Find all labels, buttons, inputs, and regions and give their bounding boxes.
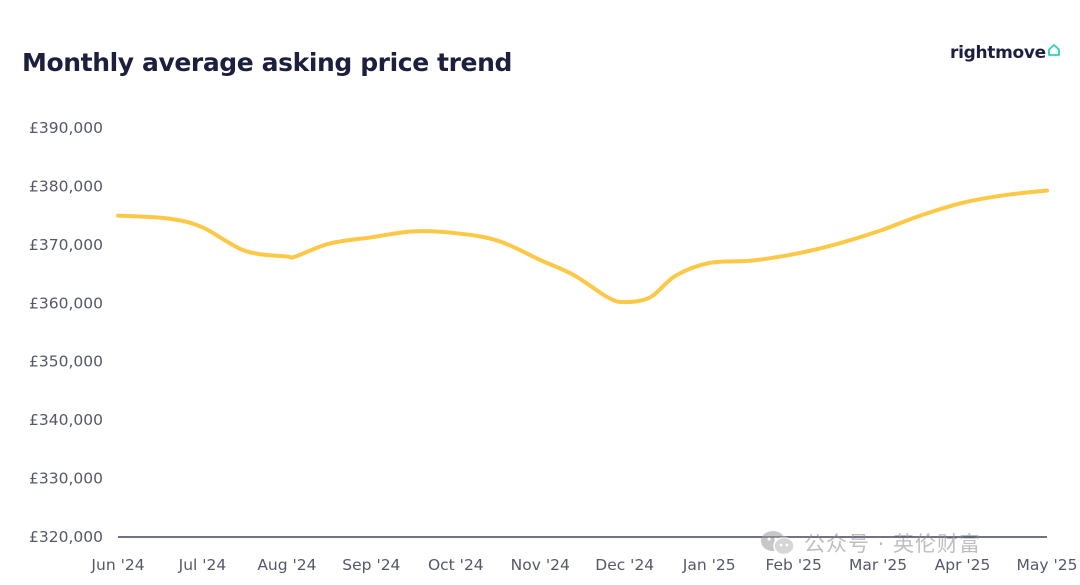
- watermark: 公众号 · 英伦财富: [760, 527, 981, 559]
- x-tick-label: Oct '24: [428, 556, 484, 574]
- x-tick-label: Jun '24: [90, 556, 144, 574]
- x-tick-label: Nov '24: [511, 556, 570, 574]
- x-tick-label: Feb '25: [765, 556, 821, 574]
- rightmove-logo: rightmove: [950, 40, 1061, 66]
- y-tick-label: £390,000: [29, 119, 103, 137]
- x-tick-label: Sep '24: [342, 556, 400, 574]
- x-tick-label: Jul '24: [178, 556, 227, 574]
- house-icon: [1048, 44, 1060, 56]
- watermark-text: 公众号 · 英伦财富: [804, 532, 982, 556]
- x-tick-label: May '25: [1017, 556, 1078, 574]
- y-tick-label: £340,000: [29, 411, 103, 429]
- series-line: [116, 188, 1049, 305]
- x-tick-label: Mar '25: [849, 556, 907, 574]
- x-axis-ticks: Jun '24 Jul '24 Aug '24 Sep '24 Oct '24 Nov '…: [90, 556, 1077, 574]
- y-axis-ticks: £390,000 £380,000 £370,000 £360,000 £350,000…: [29, 119, 103, 546]
- x-tick-label: Dec '24: [595, 556, 654, 574]
- y-tick-label: £370,000: [29, 236, 103, 254]
- logo-text: rightmove: [950, 43, 1046, 63]
- y-tick-label: £360,000: [29, 294, 103, 312]
- y-tick-label: £350,000: [29, 353, 103, 371]
- chart-title: Monthly average asking price trend: [22, 48, 512, 77]
- y-tick-label: £320,000: [29, 528, 103, 546]
- x-tick-label: Jan '25: [682, 556, 736, 574]
- wechat-icon: [761, 531, 795, 556]
- y-tick-label: £380,000: [29, 177, 103, 195]
- x-tick-label: Apr '25: [935, 556, 991, 574]
- y-tick-label: £330,000: [29, 470, 103, 488]
- x-tick-label: Aug '24: [257, 556, 316, 574]
